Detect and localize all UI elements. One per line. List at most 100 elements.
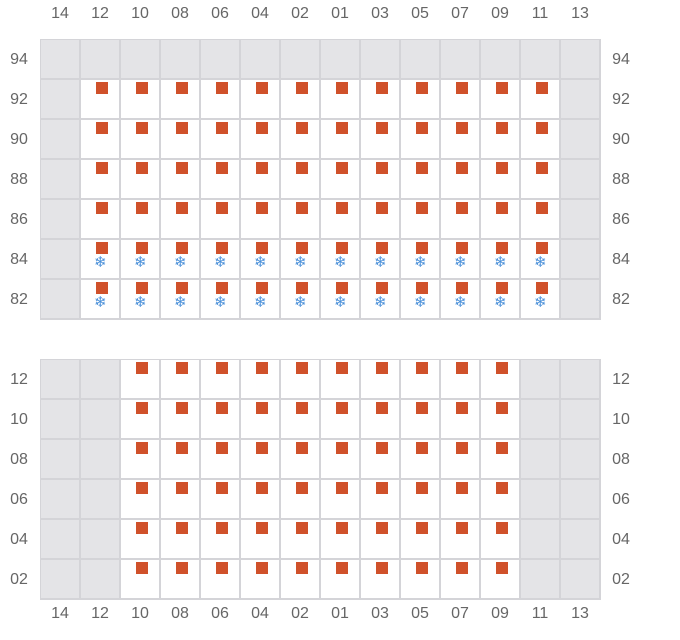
slot-cell[interactable]: [401, 80, 441, 120]
slot-cell[interactable]: [441, 400, 481, 440]
slot-cell[interactable]: [281, 400, 321, 440]
slot-marker[interactable]: [496, 562, 508, 574]
slot-marker[interactable]: [456, 442, 468, 454]
slot-marker[interactable]: [216, 202, 228, 214]
slot-marker[interactable]: [456, 482, 468, 494]
slot-cell[interactable]: [281, 560, 321, 600]
slot-marker[interactable]: [496, 522, 508, 534]
slot-marker[interactable]: [336, 562, 348, 574]
slot-marker[interactable]: [336, 122, 348, 134]
slot-cell[interactable]: [401, 400, 441, 440]
slot-cell[interactable]: ❄: [201, 280, 241, 320]
slot-marker[interactable]: [376, 242, 388, 254]
slot-marker[interactable]: [256, 162, 268, 174]
slot-cell[interactable]: [241, 360, 281, 400]
slot-cell[interactable]: [441, 440, 481, 480]
slot-cell[interactable]: [241, 120, 281, 160]
slot-marker[interactable]: [96, 162, 108, 174]
slot-cell[interactable]: [121, 440, 161, 480]
slot-marker[interactable]: [496, 282, 508, 294]
slot-cell[interactable]: [81, 200, 121, 240]
slot-marker[interactable]: [256, 402, 268, 414]
slot-marker[interactable]: [216, 282, 228, 294]
slot-marker[interactable]: [256, 482, 268, 494]
slot-marker[interactable]: [336, 202, 348, 214]
slot-marker[interactable]: [536, 202, 548, 214]
slot-marker[interactable]: [296, 82, 308, 94]
slot-cell[interactable]: [361, 160, 401, 200]
slot-cell[interactable]: [441, 520, 481, 560]
slot-cell[interactable]: [201, 80, 241, 120]
slot-marker[interactable]: [336, 482, 348, 494]
slot-cell[interactable]: [241, 520, 281, 560]
slot-cell[interactable]: [201, 560, 241, 600]
slot-cell[interactable]: [441, 80, 481, 120]
slot-marker[interactable]: [376, 362, 388, 374]
slot-cell[interactable]: [161, 480, 201, 520]
slot-marker[interactable]: [296, 162, 308, 174]
slot-cell[interactable]: [241, 440, 281, 480]
slot-marker[interactable]: [96, 122, 108, 134]
slot-cell[interactable]: ❄: [121, 240, 161, 280]
slot-marker[interactable]: [336, 282, 348, 294]
slot-marker[interactable]: [256, 442, 268, 454]
slot-marker[interactable]: [416, 122, 428, 134]
slot-marker[interactable]: [96, 202, 108, 214]
slot-marker[interactable]: [496, 482, 508, 494]
slot-marker[interactable]: [456, 562, 468, 574]
slot-cell[interactable]: ❄: [521, 240, 561, 280]
slot-marker[interactable]: [416, 242, 428, 254]
slot-marker[interactable]: [136, 362, 148, 374]
slot-marker[interactable]: [456, 522, 468, 534]
slot-cell[interactable]: [241, 80, 281, 120]
slot-marker[interactable]: [256, 282, 268, 294]
slot-marker[interactable]: [456, 362, 468, 374]
slot-cell[interactable]: [441, 560, 481, 600]
slot-marker[interactable]: [296, 282, 308, 294]
slot-cell[interactable]: [441, 200, 481, 240]
slot-marker[interactable]: [416, 442, 428, 454]
slot-cell[interactable]: ❄: [521, 280, 561, 320]
slot-cell[interactable]: ❄: [201, 240, 241, 280]
slot-marker[interactable]: [456, 82, 468, 94]
slot-marker[interactable]: [96, 282, 108, 294]
slot-cell[interactable]: ❄: [161, 280, 201, 320]
slot-cell[interactable]: [161, 120, 201, 160]
slot-marker[interactable]: [416, 402, 428, 414]
slot-marker[interactable]: [176, 202, 188, 214]
slot-cell[interactable]: [361, 440, 401, 480]
slot-cell[interactable]: ❄: [81, 280, 121, 320]
slot-cell[interactable]: [241, 160, 281, 200]
slot-marker[interactable]: [136, 242, 148, 254]
slot-cell[interactable]: [521, 120, 561, 160]
slot-cell[interactable]: ❄: [441, 280, 481, 320]
slot-marker[interactable]: [456, 282, 468, 294]
slot-cell[interactable]: [281, 160, 321, 200]
slot-cell[interactable]: [321, 360, 361, 400]
slot-cell[interactable]: [121, 520, 161, 560]
slot-marker[interactable]: [136, 202, 148, 214]
slot-cell[interactable]: [321, 440, 361, 480]
slot-cell[interactable]: [121, 560, 161, 600]
slot-cell[interactable]: [201, 520, 241, 560]
slot-cell[interactable]: [281, 520, 321, 560]
slot-cell[interactable]: ❄: [441, 240, 481, 280]
slot-marker[interactable]: [216, 442, 228, 454]
slot-cell[interactable]: [321, 200, 361, 240]
slot-cell[interactable]: [241, 200, 281, 240]
slot-marker[interactable]: [256, 242, 268, 254]
slot-cell[interactable]: [441, 360, 481, 400]
slot-cell[interactable]: [161, 520, 201, 560]
slot-cell[interactable]: [281, 360, 321, 400]
slot-marker[interactable]: [376, 522, 388, 534]
slot-cell[interactable]: [481, 400, 521, 440]
slot-cell[interactable]: [121, 80, 161, 120]
slot-cell[interactable]: [481, 160, 521, 200]
slot-cell[interactable]: [201, 400, 241, 440]
slot-cell[interactable]: [161, 400, 201, 440]
slot-cell[interactable]: [361, 360, 401, 400]
slot-marker[interactable]: [176, 82, 188, 94]
slot-cell[interactable]: ❄: [361, 240, 401, 280]
slot-marker[interactable]: [136, 402, 148, 414]
slot-marker[interactable]: [256, 522, 268, 534]
